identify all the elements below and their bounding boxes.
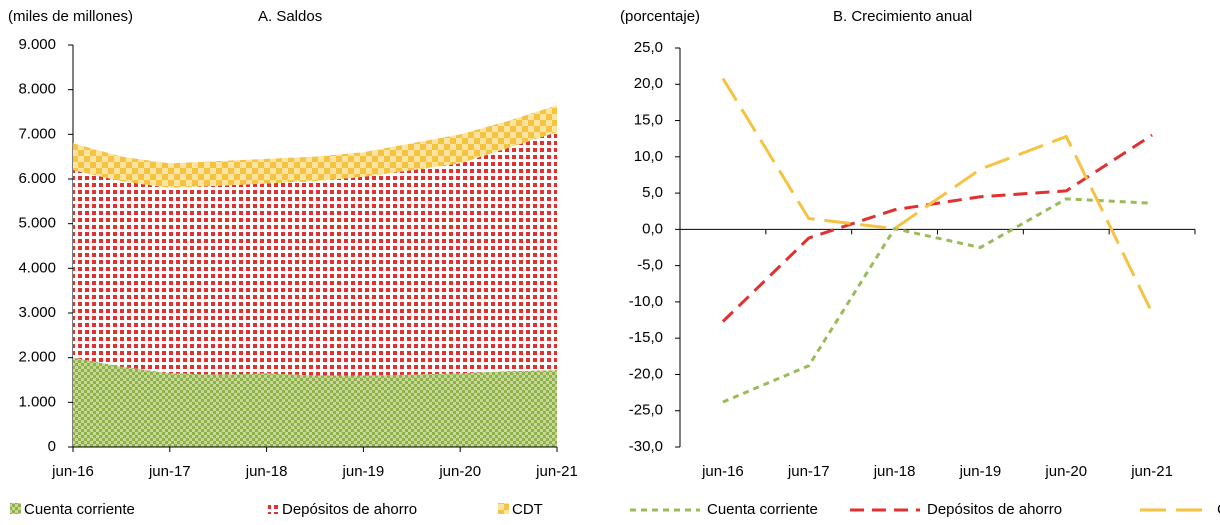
legend-swatch: [10, 503, 21, 514]
chart-title: B. Crecimiento anual: [833, 8, 972, 25]
unit-label: (miles de millones): [8, 8, 133, 25]
x-tick-label: jun-16: [701, 463, 744, 480]
y-tick-label: 9.000: [18, 36, 56, 53]
y-tick-label: 2.000: [18, 349, 56, 366]
y-tick-label: 4.000: [18, 259, 56, 276]
y-tick-label: 15,0: [634, 112, 663, 129]
y-tick-label: -5,0: [637, 257, 663, 274]
y-tick-label: 1.000: [18, 393, 56, 410]
area: [73, 132, 557, 376]
y-tick-label: 5,0: [642, 184, 663, 201]
chart-title: A. Saldos: [258, 8, 322, 25]
x-tick-label: jun-16: [51, 463, 94, 480]
y-tick-label: 10,0: [634, 148, 663, 165]
legend-label: Depósitos de ahorro: [282, 501, 417, 518]
y-tick-label: 3.000: [18, 304, 56, 321]
x-tick-label: jun-18: [245, 463, 288, 480]
y-tick-label: 20,0: [634, 75, 663, 92]
unit-label: (porcentaje): [620, 8, 700, 25]
y-tick-label: -15,0: [629, 329, 663, 346]
legend-label: Cuenta corriente: [707, 501, 818, 518]
x-tick-label: jun-21: [535, 463, 578, 480]
y-tick-label: 7.000: [18, 125, 56, 142]
line: [721, 77, 1154, 314]
x-tick-label: jun-20: [1044, 463, 1087, 480]
x-tick-label: jun-20: [438, 463, 481, 480]
y-tick-label: 0: [48, 438, 56, 455]
y-tick-label: 0,0: [642, 220, 663, 237]
y-tick-label: 6.000: [18, 170, 56, 187]
y-tick-label: 5.000: [18, 215, 56, 232]
area: [73, 357, 557, 447]
legend-label: CDT: [1217, 501, 1220, 518]
x-tick-label: jun-19: [342, 463, 385, 480]
legend-label: Cuenta corriente: [24, 501, 135, 518]
x-tick-label: jun-18: [873, 463, 916, 480]
y-tick-label: -25,0: [629, 402, 663, 419]
line: [722, 197, 1153, 404]
y-tick-label: 25,0: [634, 39, 663, 56]
y-tick-label: 8.000: [18, 81, 56, 98]
legend-label: CDT: [512, 501, 543, 518]
x-tick-label: jun-17: [148, 463, 191, 480]
legend-swatch: [268, 503, 279, 514]
legend-swatch: [498, 503, 509, 514]
line: [721, 133, 1153, 323]
y-tick-label: -10,0: [629, 293, 663, 310]
y-tick-label: -30,0: [629, 438, 663, 455]
area: [73, 105, 557, 188]
y-tick-label: -20,0: [629, 365, 663, 382]
x-tick-label: jun-19: [959, 463, 1002, 480]
x-tick-label: jun-21: [1130, 463, 1173, 480]
x-tick-label: jun-17: [787, 463, 830, 480]
legend-label: Depósitos de ahorro: [927, 501, 1062, 518]
